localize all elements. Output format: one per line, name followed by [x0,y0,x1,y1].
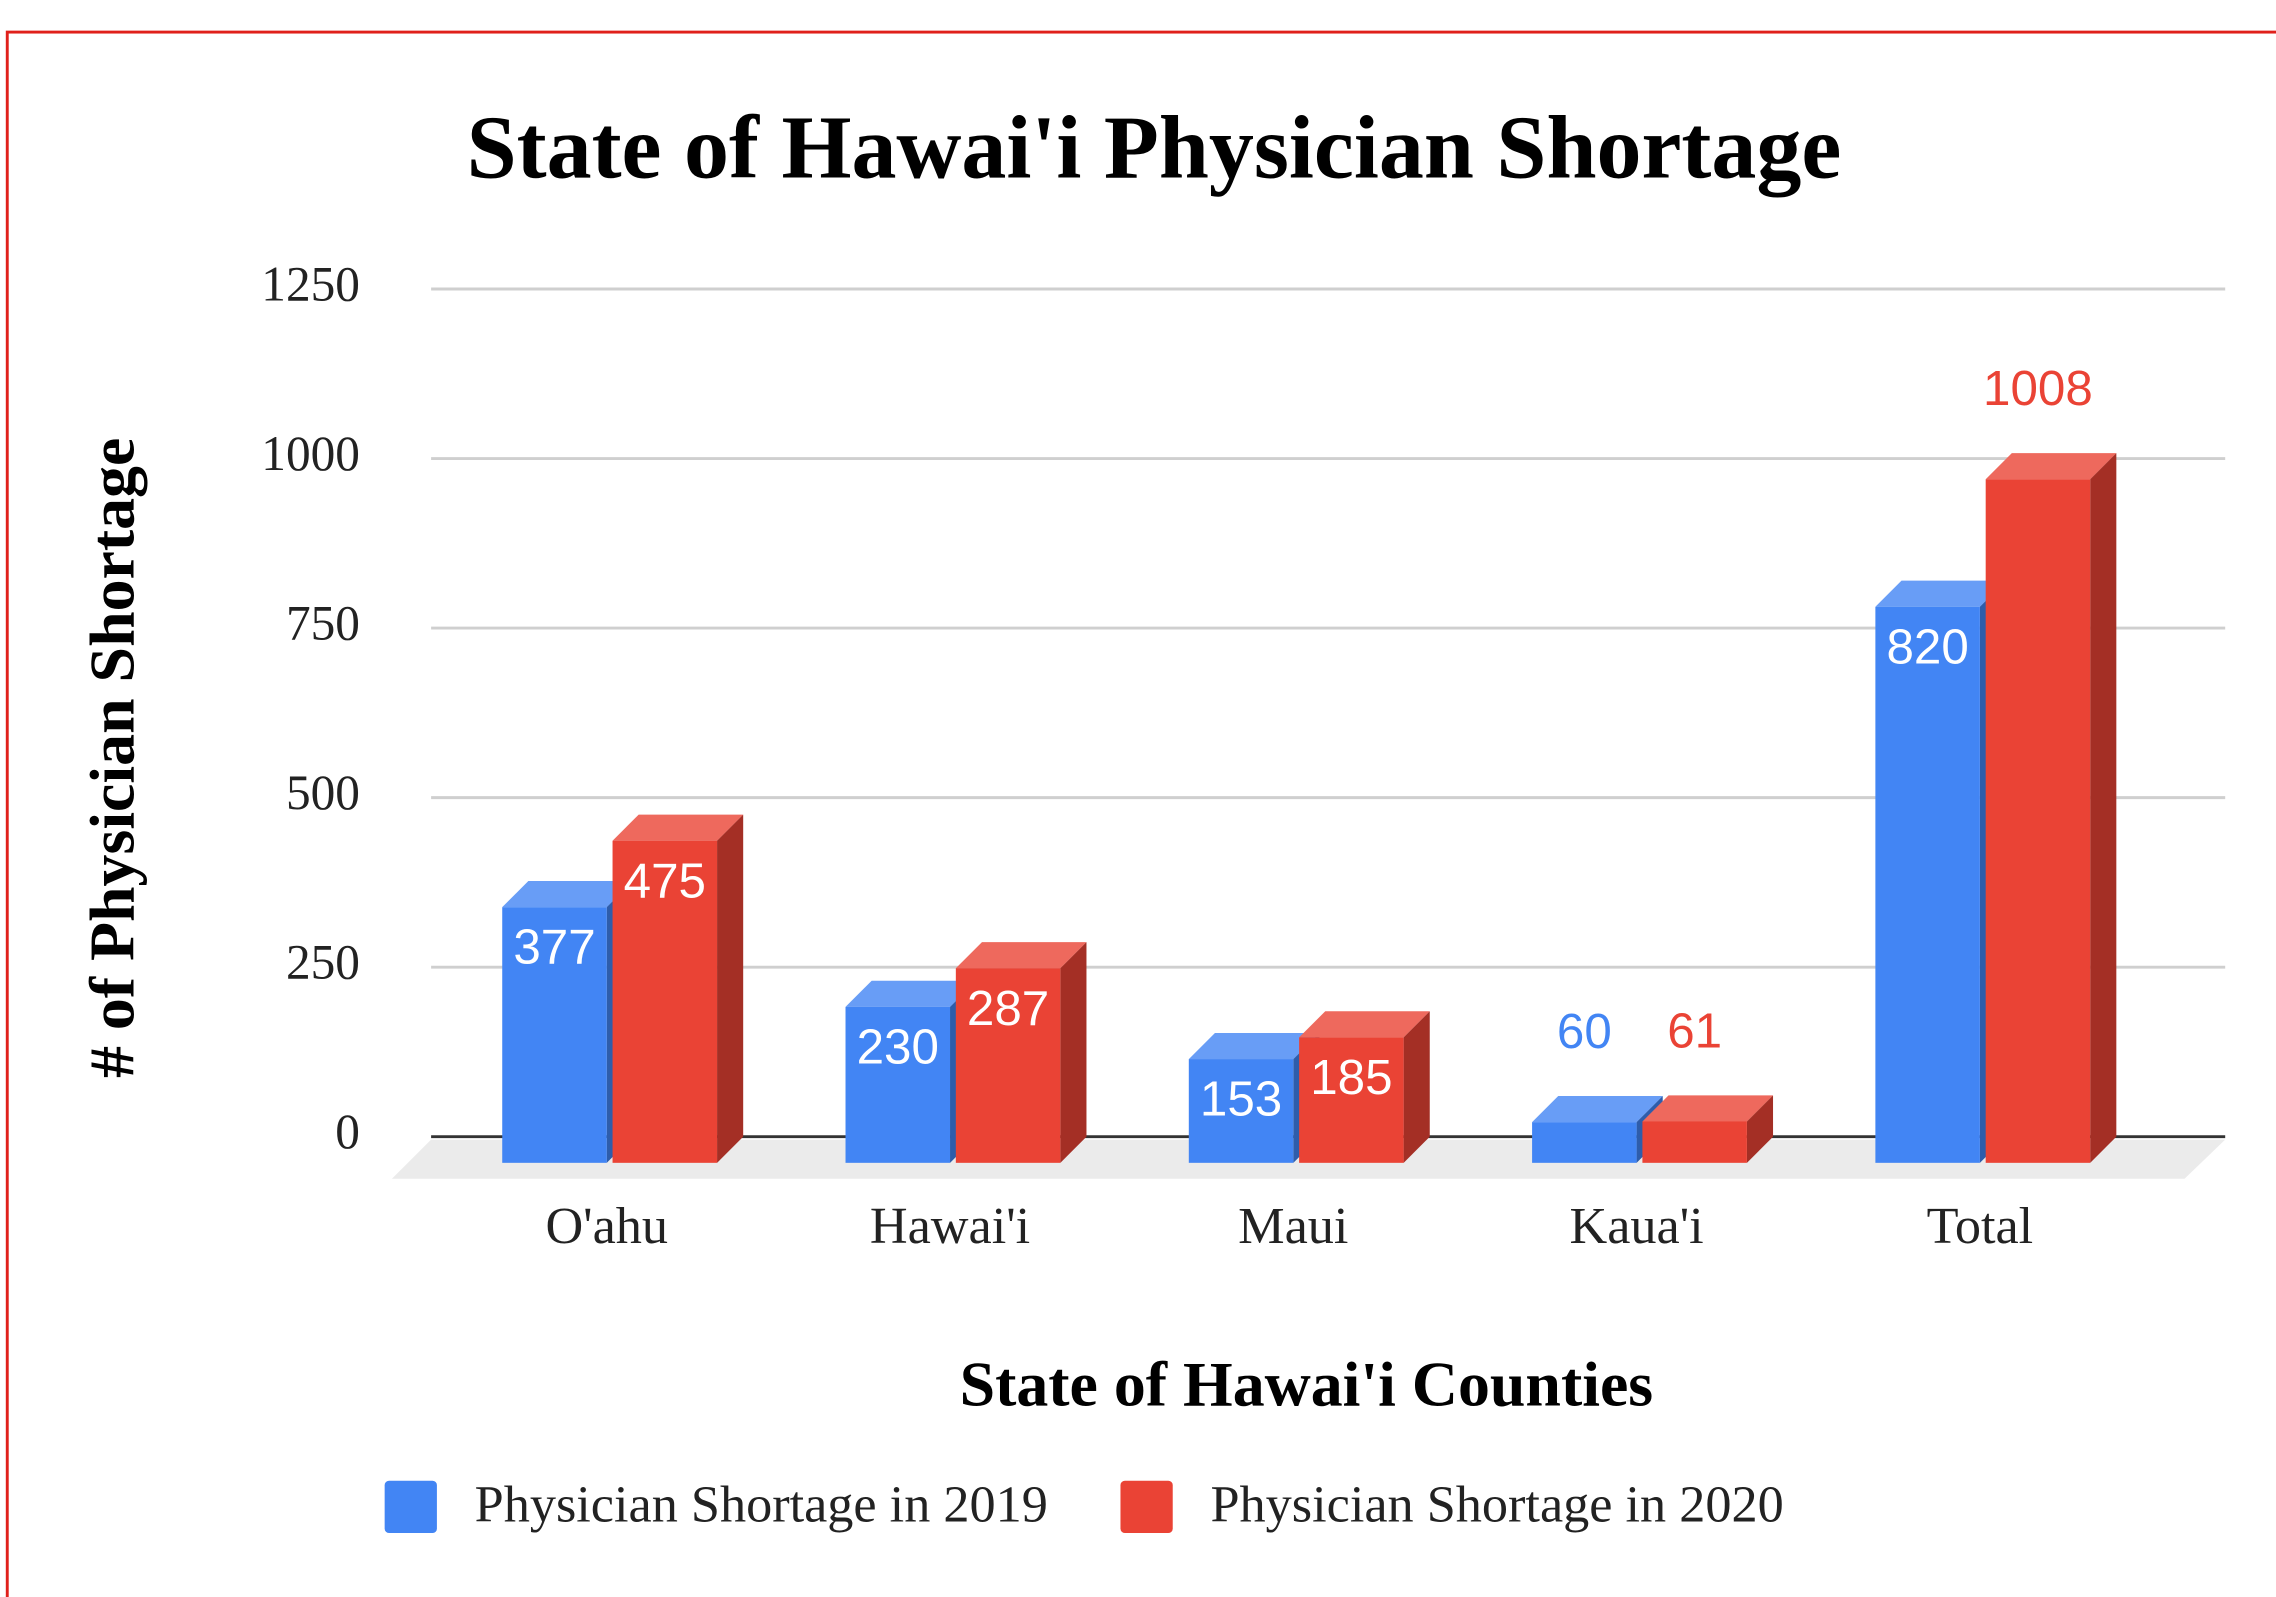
bar-side [1746,1095,1774,1163]
bar-top [955,942,1087,969]
value-label: 230 [857,1019,939,1074]
bar-top [1875,580,2007,607]
bar-top [612,814,744,841]
value-label: 185 [1310,1050,1392,1105]
value-label: 287 [967,981,1049,1036]
bar-top [1532,1096,1663,1123]
chart-title: State of Hawai'i Physician Shortage [467,99,1842,198]
x-tick-label: Kaua'i [1570,1197,1704,1255]
legend-swatch [1120,1480,1173,1533]
value-label: 60 [1557,1004,1612,1059]
bar-top [1985,453,2117,480]
value-label: 820 [1886,619,1968,674]
y-tick-label: 1250 [261,256,360,311]
legend-label: Physician Shortage in 2019 [475,1476,1048,1534]
frame [5,30,2276,1597]
x-tick-label: Hawai'i [870,1197,1030,1255]
legend-swatch [384,1480,437,1533]
bar [1875,606,1980,1163]
y-tick-label: 0 [335,1104,360,1159]
bar [1985,479,2091,1163]
bar-top [1188,1032,1320,1060]
y-tick-label: 1000 [261,426,360,481]
bar [612,840,718,1163]
bar [502,907,607,1163]
value-label: 475 [624,853,706,908]
bar [955,968,1061,1163]
x-tick-label: O'ahu [545,1197,668,1255]
bar [845,1006,951,1163]
legend-label: Physician Shortage in 2020 [1210,1476,1783,1534]
bar-top [1299,1011,1430,1038]
bar-side [717,814,744,1163]
bar-top [502,881,633,908]
y-tick-label: 500 [286,765,360,820]
value-label: 61 [1667,1003,1722,1058]
value-label: 1008 [1983,361,2093,416]
bar-side [1060,942,1087,1163]
bar [1642,1121,1747,1163]
bar-side [2090,453,2117,1163]
x-axis-title: State of Hawai'i Counties [960,1348,1654,1419]
bar-top [1642,1095,1774,1122]
y-tick-label: 750 [286,595,360,650]
y-tick-label: 250 [286,934,360,989]
value-label: 153 [1200,1072,1282,1127]
bar [1532,1122,1637,1163]
x-tick-label: Maui [1238,1197,1348,1255]
bar-top [845,980,977,1007]
bar [1188,1059,1294,1163]
bar [1299,1037,1404,1163]
value-label: 377 [513,920,595,975]
x-tick-label: Total [1927,1197,2034,1255]
bar-side [1403,1011,1430,1163]
y-axis-title: # of Physician Shortage [77,438,148,1078]
